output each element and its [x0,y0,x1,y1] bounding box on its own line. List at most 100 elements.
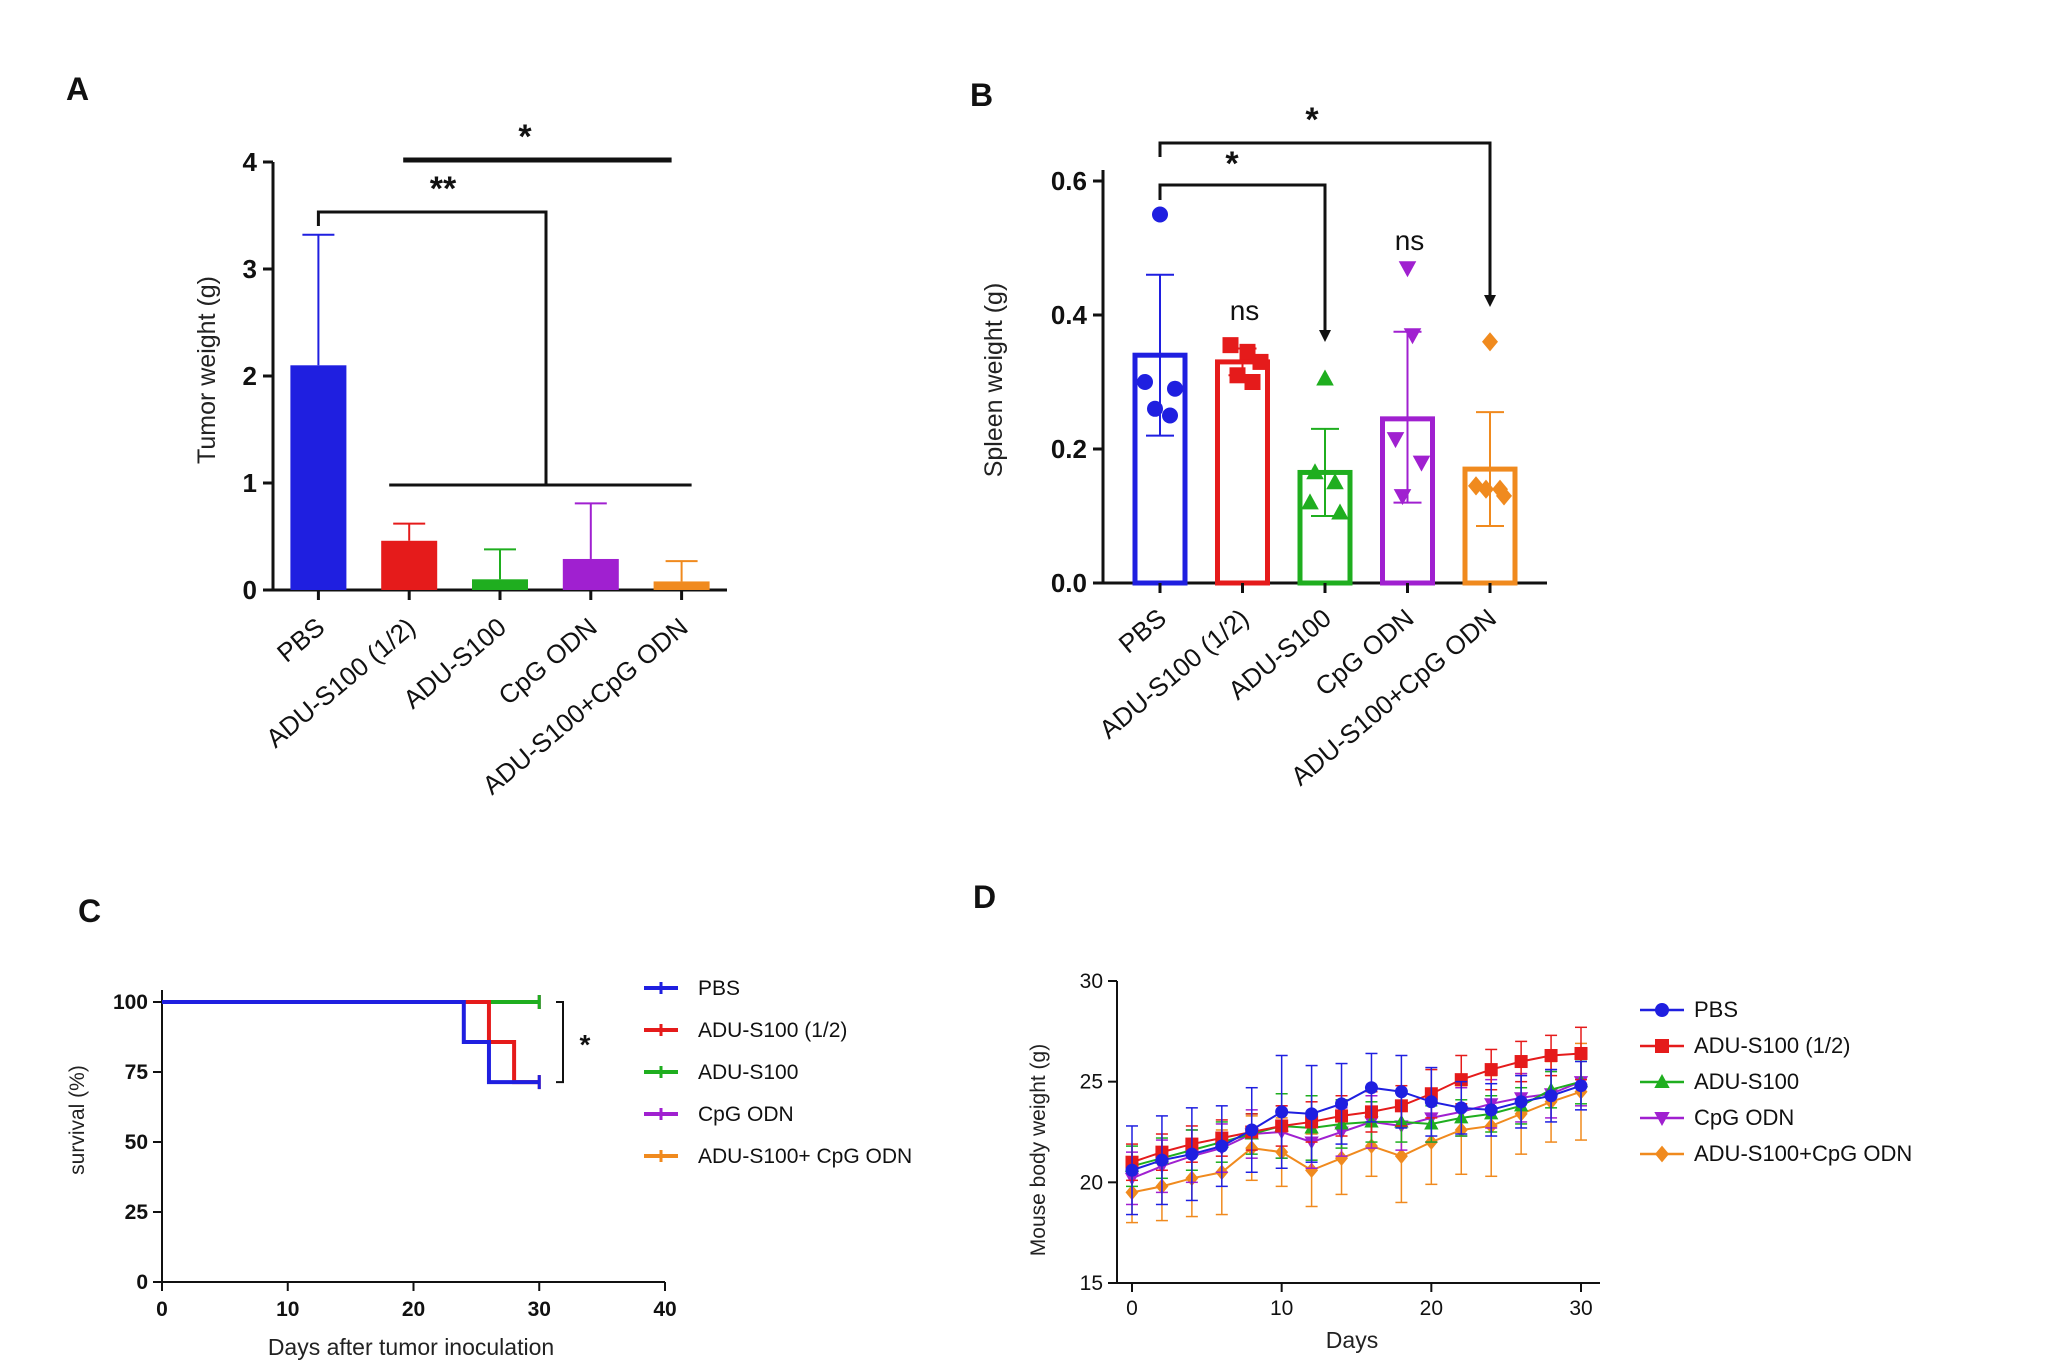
panel-a-y-tick-label: 2 [243,361,257,391]
panel-b-data-point [1152,206,1168,223]
panel-b-data-point [1331,503,1349,520]
panel-a-bar [472,579,528,590]
panel-d-data-point [1544,1048,1558,1062]
panel-b-data-point [1239,343,1256,360]
panel-b-data-point [1244,374,1261,390]
panel-b-data-point [1403,328,1422,345]
panel-c-x-tick-label: 0 [156,1298,168,1321]
panel-d-data-point [1574,1079,1588,1093]
panel-b-data-point [1326,473,1344,490]
panel-d-legend-label: PBS [1694,997,1738,1022]
panel-c-y-tick-label: 75 [125,1061,149,1084]
panel-d-x-tick-label: 10 [1270,1297,1293,1320]
panel-b-data-point [1147,400,1163,417]
panel-b-y-tick-label: 0.6 [1051,166,1087,196]
panel-b-data-point [1478,479,1494,499]
panel-d-legend-marker [1654,1112,1670,1127]
panel-a-category-label: PBS [271,612,330,668]
panel-d-series-line [1131,1080,1582,1180]
panel-d-data-point [1454,1101,1468,1115]
panel-d-data-point [1484,1063,1498,1077]
panel-c-y-tick-label: 50 [125,1131,148,1154]
panel-d-y-tick-label: 20 [1080,1171,1103,1194]
panel-b-data-point [1301,493,1319,510]
panel-d-x-tick-label: 30 [1569,1297,1592,1320]
panel-a-y-axis-title: Tumor weight (g) [193,276,221,464]
panel-d-data-point [1364,1081,1378,1095]
panel-b-data-point [1482,332,1498,352]
panel-b-data-point [1162,407,1178,424]
panel-d-series-line [1131,1090,1582,1194]
panel-a-bar [562,558,619,590]
panel-b-data-point [1137,374,1153,390]
panel-c-x-tick-label: 10 [276,1298,299,1321]
panel-b-data-point [1316,369,1334,386]
panel-a-significance-bracket [316,210,548,485]
panel-d-body-weight-chart: D Mouse body weight (g) Days 15 20 25 30 0 10… [973,879,1912,1353]
panel-a-y-tick-label: 0 [243,575,257,605]
panel-a-bar [653,581,710,590]
panel-b-data-point [1306,463,1324,480]
panel-letter-c: C [78,893,101,929]
panel-b-data-point [1167,380,1183,397]
panel-b-significance-star: * [1305,101,1319,139]
panel-d-y-tick-label: 25 [1080,1071,1103,1094]
panel-d-series-line [1131,1052,1582,1164]
panel-d-data-point [1155,1153,1169,1167]
panel-c-significance-bracket [556,1001,564,1084]
panel-d-data-point [1544,1089,1558,1103]
panel-d-series-line [1131,1084,1582,1172]
panel-c-x-tick-label: 30 [528,1298,551,1321]
panel-c-significance-star: * [580,1029,591,1060]
panel-d-legend-label: ADU-S100 [1694,1069,1799,1094]
panel-a-significance-star: * [518,118,532,156]
panel-d-data-point [1245,1123,1259,1137]
panel-b-data-point [1222,337,1239,354]
panel-d-data-point [1394,1085,1408,1099]
panel-d-data-point [1335,1150,1349,1166]
panel-letter-a: A [66,71,89,107]
panel-a-bar [381,540,438,590]
panel-d-legend-label: CpG ODN [1694,1105,1794,1130]
panel-d-data-point [1305,1162,1319,1179]
panel-d-legend-label: ADU-S100+CpG ODN [1694,1141,1912,1166]
panel-b-y-tick-label: 0.4 [1051,300,1088,330]
panel-c-legend-label: ADU-S100 [698,1061,798,1084]
panel-d-data-point [1215,1139,1229,1153]
panel-b-ns-label: ns [1230,295,1260,326]
panel-b-ns-label: ns [1395,225,1425,256]
panel-d-data-point [1125,1163,1139,1177]
panel-b-y-tick-label: 0.0 [1051,568,1087,598]
panel-b-data-point [1468,476,1484,496]
panel-c-y-axis-title: survival (%) [66,1065,89,1175]
panel-a-bar [290,365,347,590]
panel-b-category-label: PBS [1113,603,1172,659]
panel-a-y-tick-label: 4 [243,147,258,177]
panel-d-data-point [1514,1095,1528,1109]
panel-c-y-tick-label: 25 [125,1201,149,1224]
panel-d-y-axis-title: Mouse body weight (g) [1027,1044,1050,1256]
panel-d-data-point [1574,1046,1588,1060]
panel-b-data-point [1229,367,1246,384]
panel-c-legend-label: ADU-S100+ CpG ODN [698,1145,912,1168]
panel-d-legend-marker [1655,1145,1669,1163]
panel-c-legend-label: PBS [698,977,740,1000]
panel-c-legend-label: ADU-S100 (1/2) [698,1019,847,1042]
panel-d-x-axis-title: Days [1326,1327,1378,1353]
panel-d-data-point [1335,1097,1349,1111]
panel-b-significance-bracket [1158,183,1327,335]
panel-b-data-point [1386,432,1405,449]
panel-b-bar [1215,359,1270,586]
panel-d-legend-marker [1654,1073,1670,1088]
panel-a-significance-double-star: ** [430,170,457,208]
panel-b-bracket-arrowhead [1319,330,1331,342]
panel-c-x-tick-label: 20 [402,1298,425,1321]
panel-c-legend-label: CpG ODN [698,1103,794,1126]
panel-d-series-line [1131,1080,1582,1168]
panel-d-data-point [1185,1147,1199,1161]
panel-b-spleen-weight-chart: B Spleen weight (g) 0.0 0.2 0.4 0.6 PBSADU-S… [970,77,1547,791]
panel-b-y-tick-label: 0.2 [1051,434,1087,464]
panel-d-y-tick-label: 30 [1080,970,1103,993]
panel-b-data-point [1398,261,1417,278]
